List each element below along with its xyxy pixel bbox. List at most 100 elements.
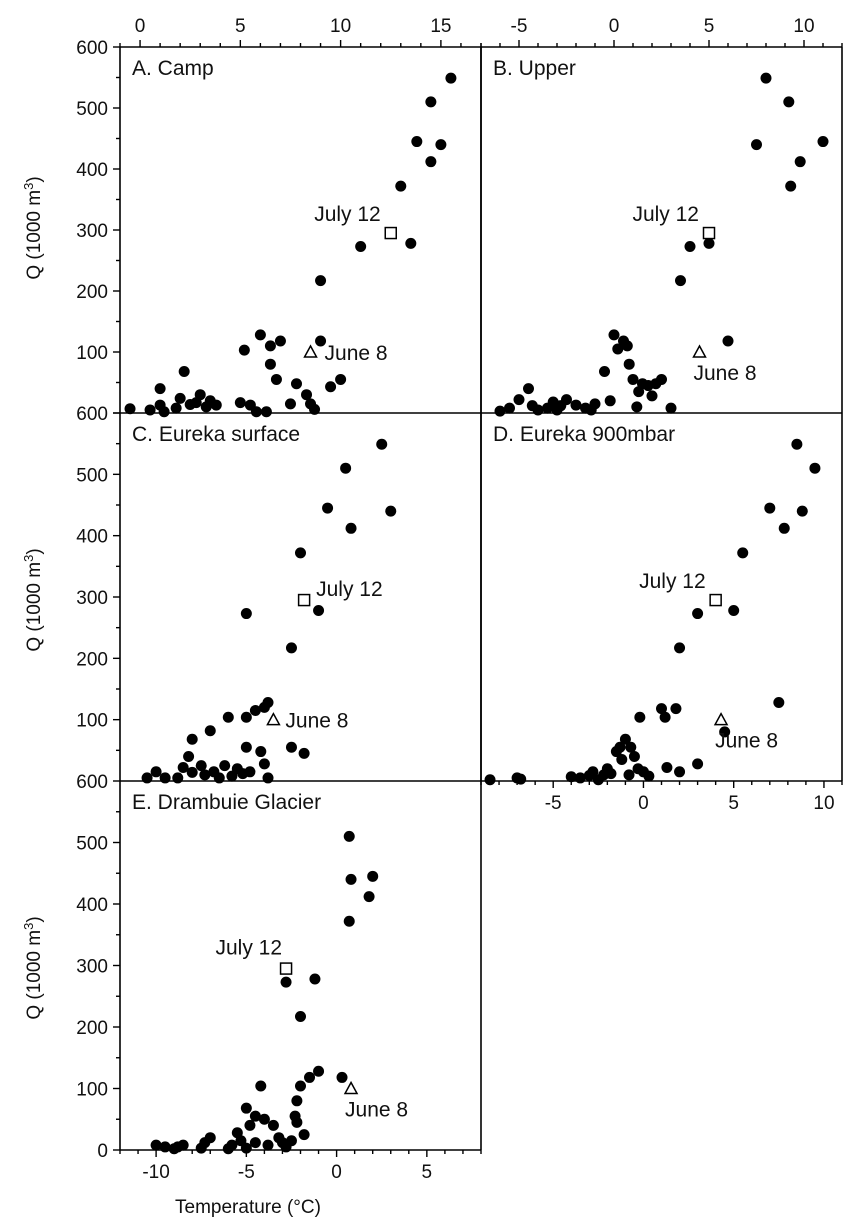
x-tick-label: 0 [638,793,649,814]
x-tick-label: 10 [813,793,834,814]
data-point [240,1102,252,1114]
y-tick-label: 100 [76,711,108,732]
data-point [692,758,704,770]
data-point [515,773,527,785]
panel-title: D. Eureka 900mbar [493,423,675,446]
data-point [343,915,355,927]
y-tick-label: 300 [76,588,108,609]
x-axis-title: Temperature (°C) [175,1197,321,1218]
data-point [240,608,252,620]
data-point [285,741,297,753]
data-point [773,696,785,708]
data-point [623,358,635,370]
x-tick-label: 0 [609,16,620,37]
data-point [674,642,686,654]
data-point [258,758,270,770]
data-point [764,502,776,514]
data-point [124,403,136,415]
y-tick-label: 400 [76,527,108,548]
data-point [628,750,640,762]
panel-2: -5 0 5 10 B. Upper July 12 June 8 [480,16,843,417]
data-point [309,973,321,985]
y-tick-label: 600 [76,404,108,425]
panel-title: C. Eureka surface [132,423,300,446]
data-point [280,976,292,988]
data-point [794,156,806,168]
data-point [210,399,222,411]
june-8-marker [266,712,281,726]
data-point [234,397,246,409]
data-point [240,741,252,753]
data-point [295,1080,306,1092]
y-tick-label: 100 [76,343,108,364]
annotation-label: June 8 [325,342,388,365]
y-tick-label: 0 [97,1141,108,1162]
data-point [172,772,184,784]
data-point [249,1110,261,1122]
data-point [291,1095,303,1107]
data-point [335,373,347,385]
annotation-label: June 8 [285,710,348,733]
y-tick-label: 500 [76,834,108,855]
data-point [656,703,667,715]
data-point [254,329,266,341]
data-point [213,772,225,784]
data-point [411,136,423,148]
data-point [183,750,195,762]
data-point [376,438,388,450]
data-point [267,1119,279,1131]
data-point [623,769,635,781]
june-8-marker [713,712,729,726]
y-tick-label: 600 [76,38,108,59]
y-tick-label: 200 [76,649,108,670]
data-point [589,398,601,410]
data-point [728,604,740,616]
data-point [605,768,617,780]
x-tick-label: -5 [511,16,528,37]
data-point [301,389,313,401]
data-point [325,381,337,393]
data-point [587,766,599,778]
data-point [284,398,296,410]
data-point [291,1116,303,1128]
data-point [249,704,261,716]
data-point [737,547,749,559]
june-8-marker [343,1080,359,1095]
data-point [785,180,797,192]
data-point [262,1139,274,1151]
data-point [285,1135,297,1147]
data-point [817,136,829,148]
data-point [250,406,262,418]
data-point [186,733,198,745]
panel-3: 600 100 200 300 400 500 C. Eureka surface July … [76,412,482,793]
data-point [719,726,731,738]
data-point [290,378,302,390]
data-point [722,335,734,347]
data-point [484,774,496,786]
data-point [274,335,286,347]
annotation-label: June 8 [715,730,778,753]
data-point [295,547,306,559]
data-point [226,1139,238,1151]
panel-title: B. Upper [493,57,576,80]
data-point [703,237,715,249]
data-point [661,762,673,774]
july-12-marker [279,962,293,975]
data-point [616,754,628,766]
data-point [262,772,274,784]
data-point [791,438,803,450]
data-point [665,402,677,414]
data-point [219,760,231,772]
data-point [174,392,186,404]
data-point [355,240,367,252]
data-point [244,766,256,778]
data-point [345,873,357,885]
data-point [336,1071,348,1083]
data-point [760,72,772,84]
data-point [313,604,325,616]
data-point [255,746,267,758]
data-point [177,1139,189,1151]
data-point [309,403,321,415]
data-point [298,747,310,759]
data-point [264,358,276,370]
